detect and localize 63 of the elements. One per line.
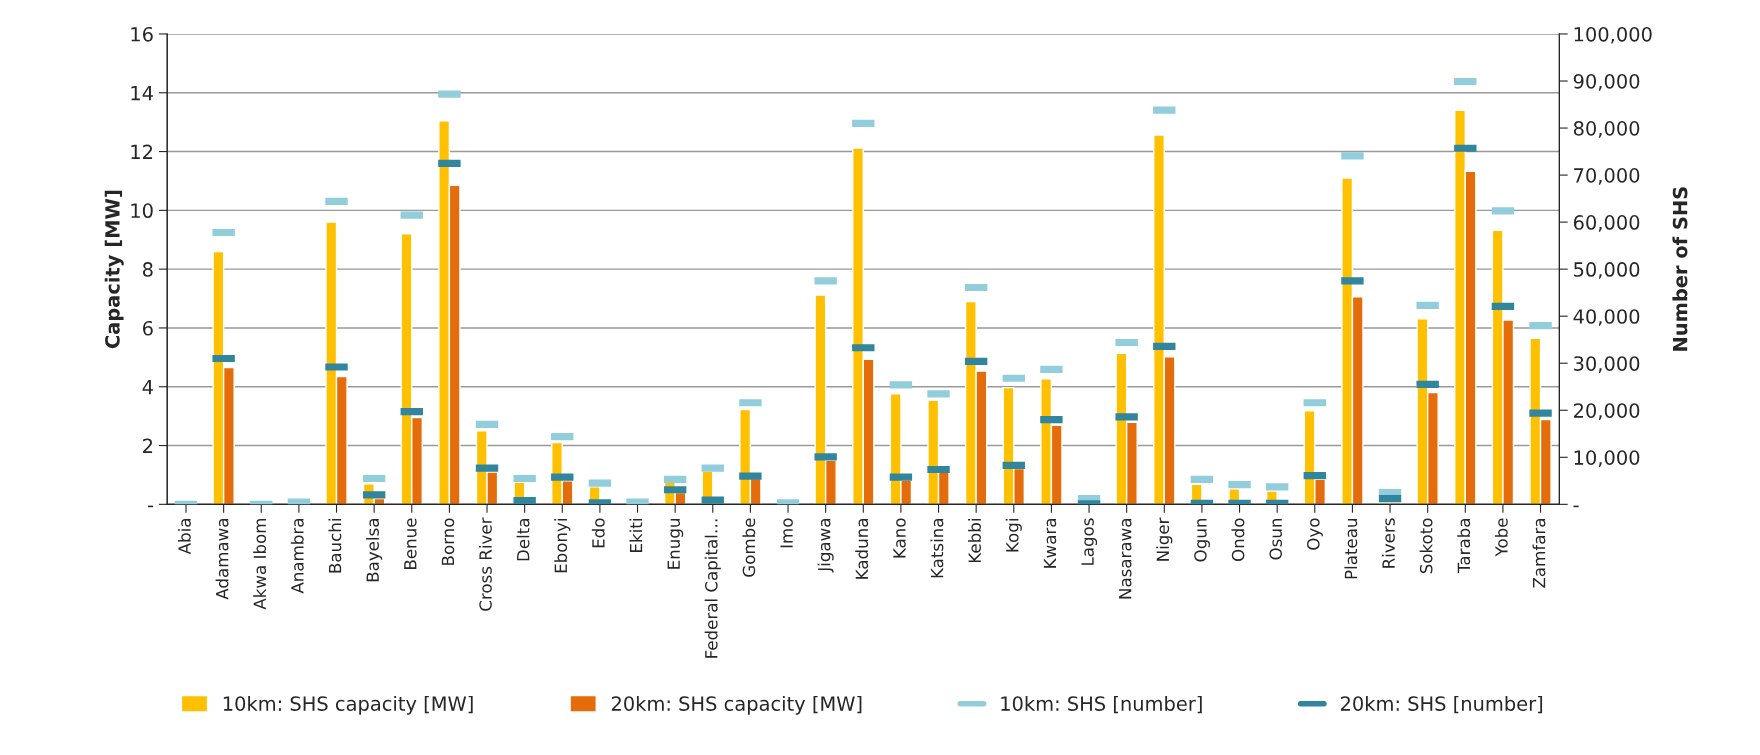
- y-tick-label: 14: [131, 85, 153, 101]
- x-tick-label: Plateau: [1344, 519, 1358, 579]
- x-tick-label: Niger: [1156, 517, 1173, 561]
- x-tick-label: Bauchi: [328, 519, 342, 573]
- x-tick-label: Jigawa: [817, 519, 834, 573]
- x-tick-label: Ekiti: [629, 519, 643, 552]
- legend-label: 10km: SHS [number]: [1001, 695, 1202, 714]
- x-tick-label: Cross River: [478, 517, 492, 611]
- x-tick-label: Kwara: [1043, 519, 1057, 568]
- x-tick-label: Gombe: [742, 518, 756, 577]
- y2-tick-label: 30,000: [1574, 356, 1640, 373]
- x-tick-label: Nasarawa: [1119, 519, 1132, 599]
- y-tick-label: 12: [131, 144, 153, 159]
- x-tick-label: Kebbi: [968, 519, 981, 563]
- x-tick-label: Anambra: [290, 519, 304, 594]
- y2-tick-label: 10,000: [1574, 450, 1640, 467]
- x-tick-label: Katsina: [930, 519, 944, 578]
- x-tick-label: Ondo: [1231, 518, 1245, 562]
- x-tick-label: Edo: [591, 518, 605, 548]
- x-tick-label: Taraba: [1457, 519, 1471, 574]
- x-tick-label: Adamawa: [215, 519, 229, 600]
- y-tick-label: -: [147, 505, 154, 508]
- y2-tick-label: 70,000: [1574, 168, 1640, 185]
- x-tick-label: Federal Capital…: [704, 519, 721, 658]
- legend-label: 20km: SHS capacity [MW]: [611, 695, 862, 715]
- x-tick-label: Sokoto: [1419, 518, 1433, 574]
- x-tick-label: Ebonyi: [554, 519, 571, 573]
- y2-tick-label: 50,000: [1574, 262, 1640, 279]
- x-tick-label: Zamfara: [1532, 519, 1546, 588]
- y-tick-label: 10: [131, 203, 153, 219]
- legend-label: 20km: SHS [number]: [1340, 695, 1543, 714]
- y-tick-label: 6: [142, 320, 153, 336]
- x-tick-label: Rivers: [1381, 518, 1395, 568]
- y2-tick-label: 60,000: [1573, 215, 1640, 232]
- y2-tick-label: 100,000: [1574, 26, 1652, 44]
- x-tick-label: Imo: [780, 518, 793, 548]
- x-tick-label: Enugu: [667, 519, 684, 569]
- x-tick-label: Akwa Ibom: [253, 518, 267, 610]
- y-tick-label: 16: [131, 26, 153, 42]
- y-tick-label: 2: [143, 438, 153, 453]
- x-tick-label: Ogun: [1194, 518, 1210, 562]
- y-tick-label: 4: [142, 379, 153, 395]
- x-tick-label: Kano: [893, 518, 906, 558]
- x-tick-label: Kogi: [1005, 519, 1022, 552]
- x-tick-label: Borno: [441, 518, 455, 565]
- y-tick-label: 8: [142, 262, 153, 277]
- y2-tick-label: -: [1573, 505, 1579, 508]
- x-tick-label: Bayelsa: [366, 519, 383, 582]
- x-tick-label: Yobe: [1494, 518, 1508, 557]
- x-tick-label: Osun: [1269, 518, 1282, 560]
- y2-tick-label: 80,000: [1573, 121, 1640, 138]
- y2-tick-label: 40,000: [1573, 309, 1640, 326]
- y2-axis-title: Number of SHS: [1672, 187, 1688, 351]
- x-tick-label: Delta: [516, 519, 530, 561]
- x-tick-label: Kaduna: [855, 519, 869, 579]
- x-tick-label: Abia: [177, 519, 191, 555]
- y2-tick-label: 20,000: [1573, 403, 1640, 420]
- x-tick-label: Lagos: [1081, 518, 1098, 565]
- y-axis-title: Capacity [MW]: [104, 190, 124, 349]
- x-tick-label: Oyo: [1307, 518, 1323, 550]
- legend-label: 10km: SHS capacity [MW]: [223, 695, 473, 715]
- y2-tick-label: 90,000: [1573, 73, 1640, 91]
- x-tick-label: Benue: [404, 518, 417, 569]
